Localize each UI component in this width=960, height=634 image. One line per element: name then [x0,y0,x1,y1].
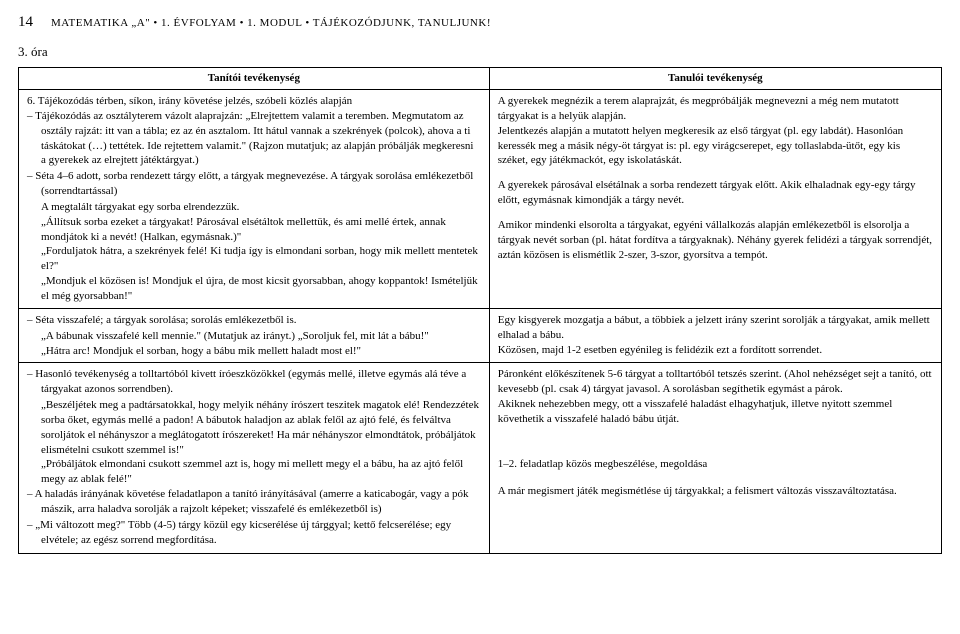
section-title: 3. óra [18,43,942,61]
bullet-list: A haladás irányának követése feladatlapo… [27,487,481,547]
bullet-list: Tájékozódás az osztályterem vázolt alapr… [27,109,481,199]
sub-paragraph: „Próbáljátok elmondani csukott szemmel a… [27,457,481,487]
list-item: „Mi változott meg?" Több (4-5) tárgy köz… [27,518,481,548]
paragraph: Egy kisgyerek mozgatja a bábut, a többie… [498,313,933,343]
table-row: 6. Tájékozódás térben, síkon, irány köve… [19,90,942,309]
table-row: Hasonló tevékenység a tolltartóból kivet… [19,363,942,553]
list-item: Hasonló tevékenység a tolltartóból kivet… [27,367,481,397]
left-column-header: Tanítói tevékenység [19,68,490,90]
paragraph: Páronként előkészítenek 5-6 tárgyat a to… [498,367,933,397]
table-header-row: Tanítói tevékenység Tanulói tevékenység [19,68,942,90]
sub-paragraph: „Forduljatok hátra, a szekrények felé! K… [27,244,481,274]
paragraph: Amikor mindenki elsorolta a tárgyakat, e… [498,218,933,263]
sub-paragraph: „A bábunak visszafelé kell mennie." (Mut… [27,329,481,344]
paragraph: Közösen, majd 1-2 esetben egyénileg is f… [498,343,933,358]
list-item: A haladás irányának követése feladatlapo… [27,487,481,517]
bullet-list: Séta visszafelé; a tárgyak sorolása; sor… [27,313,481,328]
module-title: MATEMATIKA „A" • 1. ÉVFOLYAM • 1. MODUL … [51,16,491,31]
left-cell: Hasonló tevékenység a tolltartóból kivet… [19,363,490,553]
sub-paragraph: „Beszéljétek meg a padtársatokkal, hogy … [27,398,481,457]
sub-paragraph: „Mondjuk el közösen is! Mondjuk el újra,… [27,274,481,304]
left-cell: 6. Tájékozódás térben, síkon, irány köve… [19,90,490,309]
list-item: Séta 4–6 adott, sorba rendezett tárgy el… [27,169,481,199]
paragraph: A gyerekek párosával elsétálnak a sorba … [498,178,933,208]
list-item: Séta visszafelé; a tárgyak sorolása; sor… [27,313,481,328]
table-row: Séta visszafelé; a tárgyak sorolása; sor… [19,308,942,363]
sub-paragraph: A megtalált tárgyakat egy sorba elrendez… [27,200,481,215]
left-cell: Séta visszafelé; a tárgyak sorolása; sor… [19,308,490,363]
row-lead: 6. Tájékozódás térben, síkon, irány köve… [27,94,481,109]
right-column-header: Tanulói tevékenység [489,68,941,90]
list-item: Tájékozódás az osztályterem vázolt alapr… [27,109,481,168]
page-header: 14 MATEMATIKA „A" • 1. ÉVFOLYAM • 1. MOD… [18,12,942,33]
right-cell: Egy kisgyerek mozgatja a bábut, a többie… [489,308,941,363]
paragraph: Akiknek nehezebben megy, ott a visszafel… [498,397,933,427]
right-cell: A gyerekek megnézik a terem alaprajzát, … [489,90,941,309]
sub-paragraph: „Hátra arc! Mondjuk el sorban, hogy a bá… [27,344,481,359]
paragraph: Jelentkezés alapján a mutatott helyen me… [498,124,933,169]
bullet-list: Hasonló tevékenység a tolltartóból kivet… [27,367,481,397]
page-number: 14 [18,12,33,33]
paragraph: A gyerekek megnézik a terem alaprajzát, … [498,94,933,124]
sub-paragraph: „Állítsuk sorba ezeket a tárgyakat! Páro… [27,215,481,245]
right-cell: Páronként előkészítenek 5-6 tárgyat a to… [489,363,941,553]
paragraph: A már megismert játék megismétlése új tá… [498,484,933,499]
activity-table: Tanítói tevékenység Tanulói tevékenység … [18,67,942,553]
paragraph: 1–2. feladatlap közös megbeszélése, mego… [498,457,933,472]
